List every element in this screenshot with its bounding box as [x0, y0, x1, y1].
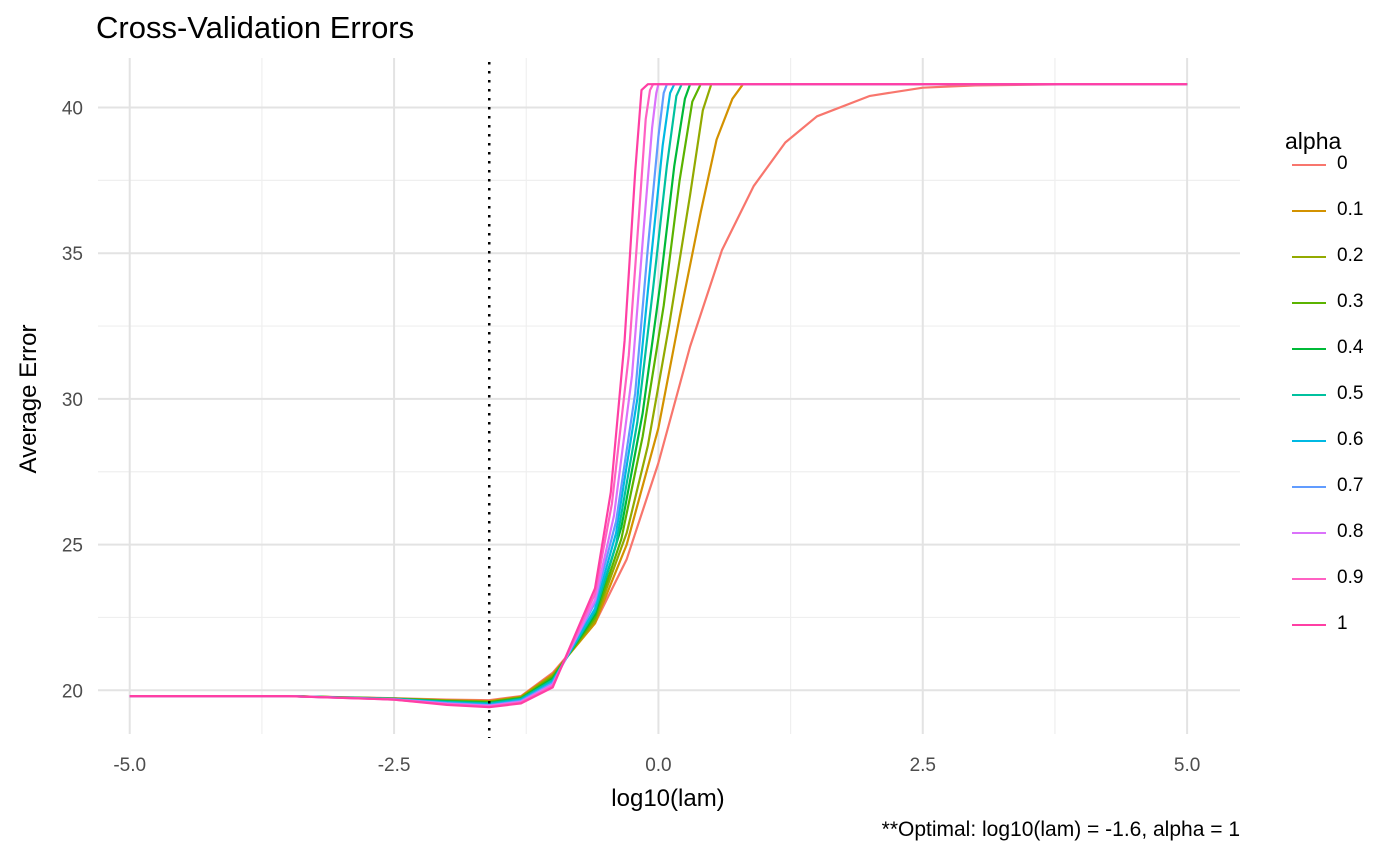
x-tick-label: 2.5 [910, 755, 936, 776]
legend: alpha 0 0.1 0.2 0.3 0.4 0.5 0.6 0.7 0.8 0.9 1 [1285, 126, 1363, 662]
legend-item: 0.8 [1285, 490, 1363, 542]
legend-item: 0.7 [1285, 444, 1363, 496]
legend-label: 1 [1337, 613, 1348, 634]
legend-swatch [1292, 440, 1326, 442]
legend-title: alpha [1285, 128, 1342, 154]
legend-label: 0 [1337, 153, 1348, 174]
x-tick-label: 0.0 [645, 755, 671, 776]
legend-items: 0 0.1 0.2 0.3 0.4 0.5 0.6 0.7 0.8 0.9 1 [1285, 122, 1363, 634]
legend-swatch [1292, 302, 1326, 304]
legend-label: 0.6 [1337, 429, 1364, 450]
legend-swatch [1292, 624, 1326, 626]
legend-label: 0.3 [1337, 291, 1364, 312]
y-axis-label: Average Error [15, 325, 42, 474]
legend-label: 0.4 [1337, 337, 1364, 358]
legend-swatch [1292, 578, 1326, 580]
legend-swatch [1292, 532, 1326, 534]
legend-label: 0.2 [1337, 245, 1364, 266]
x-axis-ticks: -5.0 -2.5 0.0 2.5 5.0 [113, 755, 1200, 776]
legend-item: 0.5 [1285, 352, 1363, 404]
legend-swatch [1292, 164, 1326, 166]
legend-label: 0.5 [1337, 383, 1364, 404]
legend-item: 1 [1285, 582, 1348, 634]
y-tick-label: 40 [62, 99, 83, 120]
legend-label: 0.1 [1337, 199, 1364, 220]
legend-swatch [1292, 256, 1326, 258]
x-tick-label: 5.0 [1174, 755, 1200, 776]
x-axis-label: log10(lam) [611, 785, 724, 812]
legend-item: 0.2 [1285, 214, 1363, 266]
legend-item: 0.6 [1285, 398, 1363, 450]
y-tick-label: 20 [62, 681, 83, 702]
legend-swatch [1292, 210, 1326, 212]
series-line-alpha-1 [129, 83, 1188, 709]
legend-item: 0.9 [1285, 536, 1363, 588]
chart-title: Cross-Validation Errors [96, 10, 415, 45]
legend-label: 0.7 [1337, 475, 1364, 496]
series-lines [129, 83, 1188, 709]
legend-item: 0 [1285, 122, 1348, 174]
gridlines [98, 58, 1240, 734]
legend-label: 0.8 [1337, 521, 1364, 542]
x-tick-label: -5.0 [113, 755, 146, 776]
legend-swatch [1292, 486, 1326, 488]
legend-item: 0.4 [1285, 306, 1363, 358]
x-tick-label: -2.5 [378, 755, 411, 776]
y-tick-label: 35 [62, 244, 83, 265]
y-axis-ticks: 20 25 30 35 40 [62, 99, 83, 703]
optimal-annotation: **Optimal: log10(lam) = -1.6, alpha = 1 [881, 818, 1240, 841]
legend-item: 0.1 [1285, 168, 1363, 220]
legend-swatch [1292, 394, 1326, 396]
y-tick-label: 30 [62, 390, 83, 411]
legend-swatch [1292, 348, 1326, 350]
legend-item: 0.3 [1285, 260, 1363, 312]
y-tick-label: 25 [62, 536, 83, 557]
legend-label: 0.9 [1337, 567, 1364, 588]
